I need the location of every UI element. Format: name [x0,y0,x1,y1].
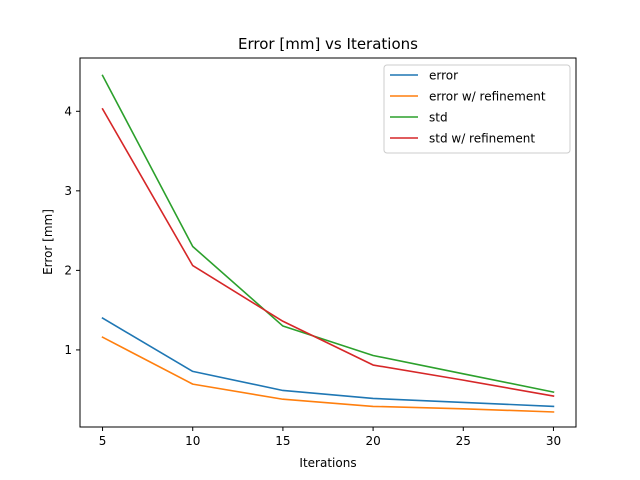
y-tick-label: 2 [64,263,72,277]
x-tick-label: 5 [99,434,107,448]
legend-label: error w/ refinement [429,90,546,104]
y-axis-label: Error [mm] [41,209,55,275]
series-line-3 [101,107,555,397]
legend-label: std [429,111,448,125]
series-line-1 [101,336,555,413]
chart-title: Error [mm] vs Iterations [238,35,418,53]
legend-frame [383,64,571,154]
y-tick-label: 4 [64,104,72,118]
legend: error error w/ refinement std std w/ refine… [383,64,571,154]
y-tick-label: 1 [64,343,72,357]
series-line-2 [101,74,555,394]
plot-area [101,74,555,413]
x-tick-label: 10 [185,434,200,448]
x-tick-label: 15 [275,434,290,448]
legend-label: error [429,69,458,83]
axis-ticks: 5 10 15 20 25 30 1 2 3 4 [64,104,561,448]
x-tick-label: 20 [365,434,380,448]
legend-label: std w/ refinement [429,132,535,146]
x-tick-label: 30 [546,434,561,448]
series-line-0 [101,317,555,408]
plot-frame [79,57,577,428]
x-tick-label: 25 [456,434,471,448]
x-axis-label: Iterations [299,456,356,470]
y-tick-label: 3 [64,184,72,198]
